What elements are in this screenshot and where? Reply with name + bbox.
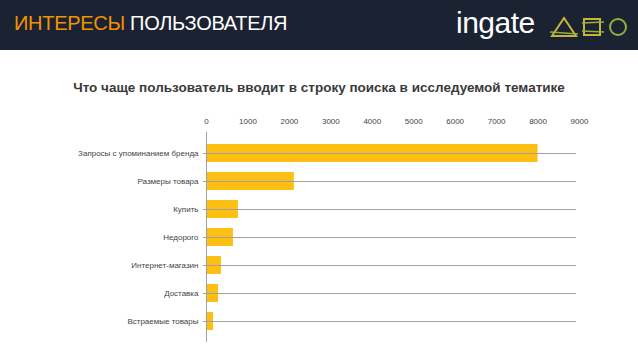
- svg-text:Размеры товара: Размеры товара: [138, 177, 200, 186]
- svg-text:Доставка: Доставка: [164, 289, 199, 298]
- html-text:ИНТЕРЕСЫ ПОЛЬЗОВАТЕЛЯ: ИНТЕРЕСЫ ПОЛЬЗОВАТЕЛЯ: [14, 12, 288, 34]
- svg-text:7000: 7000: [488, 117, 506, 126]
- svg-text:Интернет-магазин: Интернет-магазин: [131, 261, 198, 270]
- svg-text:Запросы с упоминанием бренда: Запросы с упоминанием бренда: [78, 149, 199, 158]
- html-text:Что чаще пользователь вводит в: Что чаще пользователь вводит в строку по…: [73, 80, 565, 95]
- svg-text:Недорого: Недорого: [163, 233, 199, 242]
- svg-text:5000: 5000: [405, 117, 423, 126]
- svg-text:Купить: Купить: [173, 205, 198, 214]
- svg-text:1000: 1000: [239, 117, 257, 126]
- svg-text:4000: 4000: [363, 117, 381, 126]
- svg-text:Встраемые товары: Встраемые товары: [127, 317, 198, 326]
- svg-text:3000: 3000: [322, 117, 340, 126]
- svg-text:9000: 9000: [571, 117, 589, 126]
- svg-text:8000: 8000: [529, 117, 547, 126]
- html-text:ingate: ingate: [456, 6, 535, 39]
- svg-text:6000: 6000: [446, 117, 464, 126]
- svg-text:2000: 2000: [280, 117, 298, 126]
- svg-text:0: 0: [204, 117, 209, 126]
